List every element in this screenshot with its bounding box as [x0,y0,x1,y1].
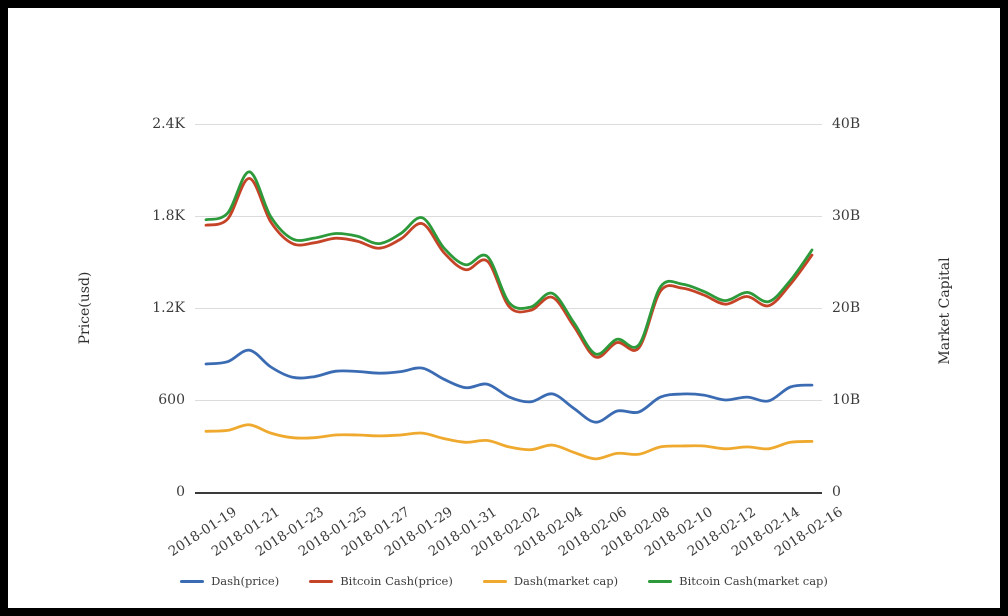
legend-line-swatch-icon [180,579,205,583]
right-axis-tick-label: 10B [832,392,861,408]
chart-legend: Dash(price) Bitcoin Cash(price) Dash(marke… [8,574,1000,588]
gridline [195,400,822,401]
right-axis-tick-label: 40B [832,116,861,132]
series-line-bitcoin-cash-price-[interactable] [204,177,814,359]
series-line-dash-market-cap-[interactable] [204,423,814,461]
x-axis-line [195,492,822,494]
left-axis-tick-label: 600 [158,392,185,408]
gridline [195,124,822,125]
gridline [195,308,822,309]
plot-area [204,170,814,461]
right-axis-tick-label: 0 [832,484,841,500]
legend-line-swatch-icon [482,579,507,583]
legend-line-swatch-icon [648,579,673,583]
legend-item-dash-market-cap-[interactable]: Dash(market cap) [482,574,619,588]
legend-item-bitcoin-cash-price-[interactable]: Bitcoin Cash(price) [309,574,453,588]
series-line-bitcoin-cash-market-cap-[interactable] [204,170,814,356]
right-axis-tick-label: 20B [832,300,861,316]
left-axis-tick-label: 1.8K [152,208,185,224]
series-line-dash-price-[interactable] [204,348,814,424]
left-axis-tick-label: 2.4K [152,116,185,132]
legend-line-swatch-icon [309,579,334,583]
left-axis-tick-label: 0 [176,484,185,500]
legend-label: Dash(price) [211,574,280,588]
gridline [195,216,822,217]
legend-label: Bitcoin Cash(price) [340,574,453,588]
legend-item-bitcoin-cash-market-cap-[interactable]: Bitcoin Cash(market cap) [648,574,828,588]
right-axis-tick-label: 30B [832,208,861,224]
legend-item-dash-price-[interactable]: Dash(price) [180,574,279,588]
legend-label: Dash(market cap) [513,574,619,588]
left-axis-tick-label: 1.2K [152,300,185,316]
legend-label: Bitcoin Cash(market cap) [679,574,828,588]
chart-canvas: 0 600 1.2K 1.8K 2.4K 0 10B 20B 30B 40B 2018-01-1… [8,8,1000,608]
